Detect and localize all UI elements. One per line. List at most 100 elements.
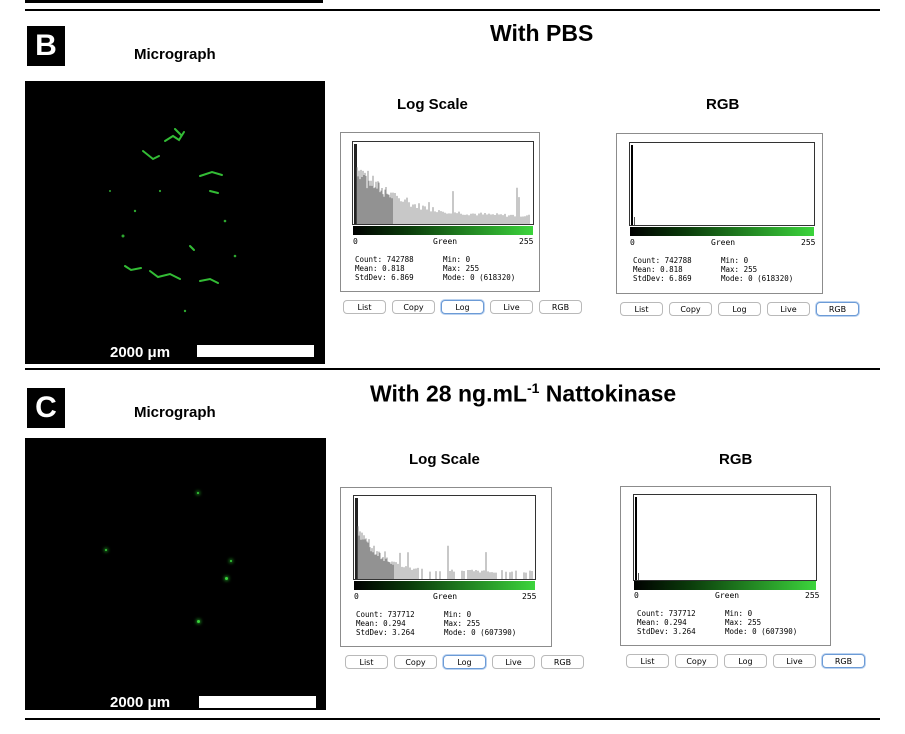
stat-count: Count: 742788 (355, 255, 414, 264)
panel-b-letter: B (27, 26, 65, 66)
panel-c-rgb-axis-name: Green (715, 591, 740, 600)
copy-button[interactable]: Copy (392, 300, 435, 314)
live-button[interactable]: Live (492, 655, 535, 669)
stat-count: Count: 737712 (356, 610, 415, 619)
panel-c-rgb-axis-max: 255 (805, 591, 820, 600)
panel-c-rgb-histogram: 0 Green 255 Count: 737712 Mean: 0.294 St… (620, 486, 831, 646)
panel-c-log-histogram: 0 Green 255 Count: 737712 Mean: 0.294 St… (340, 487, 552, 647)
fluorescent-spot (197, 492, 199, 494)
rgb-button[interactable]: RGB (539, 300, 582, 314)
panel-b-log-label: Log Scale (397, 96, 468, 113)
fluorescent-spot (197, 620, 200, 623)
rgb-button[interactable]: RGB (822, 654, 865, 668)
stat-mode: Mode: 0 (607390) (444, 628, 517, 637)
copy-button[interactable]: Copy (675, 654, 718, 668)
fluorescent-spot (225, 577, 228, 580)
panel-b-title: With PBS (490, 20, 594, 46)
stat-count: Count: 742788 (633, 256, 692, 265)
stat-min: Min: 0 (443, 255, 471, 264)
panel-b-rgb-button-row: List Copy Log Live RGB (620, 302, 859, 316)
panel-c-log-gradient (354, 581, 535, 590)
panel-b-micrograph-label: Micrograph (134, 46, 216, 63)
panel-c-log-bars (355, 498, 533, 579)
panel-c-log-button-row: List Copy Log Live RGB (345, 655, 584, 669)
stat-stddev: StdDev: 3.264 (356, 628, 415, 637)
panel-b-rgb-axis-name: Green (711, 238, 736, 247)
stat-max: Max: 255 (444, 619, 481, 628)
live-button[interactable]: Live (773, 654, 816, 668)
stat-count: Count: 737712 (637, 609, 696, 618)
log-button[interactable]: Log (718, 302, 761, 316)
log-button[interactable]: Log (441, 300, 484, 314)
stat-stddev: StdDev: 6.869 (633, 274, 692, 283)
panel-c-log-axis-min: 0 (354, 592, 359, 601)
section-divider-middle (25, 368, 880, 370)
fluorescent-spot (105, 549, 107, 551)
copy-button[interactable]: Copy (669, 302, 712, 316)
panel-b-log-button-row: List Copy Log Live RGB (343, 300, 582, 314)
panel-c-log-label: Log Scale (409, 451, 480, 468)
panel-c-rgb-plot (633, 494, 817, 581)
live-button[interactable]: Live (767, 302, 810, 316)
log-button[interactable]: Log (724, 654, 767, 668)
stat-min: Min: 0 (721, 256, 749, 265)
panel-c-title: With 28 ng.mL-1 Nattokinase (370, 380, 676, 408)
panel-b-rgb-bars (631, 145, 635, 225)
stat-min: Min: 0 (725, 609, 753, 618)
panel-c-log-stats-right: Min: 0 Max: 255 Mode: 0 (607390) (444, 610, 516, 637)
panel-c-log-plot (353, 495, 536, 580)
stat-stddev: StdDev: 3.264 (637, 627, 696, 636)
section-divider-bottom (25, 718, 880, 720)
stat-mode: Mode: 0 (607390) (725, 627, 798, 636)
stat-mode: Mode: 0 (618320) (721, 274, 794, 283)
panel-b-log-bars (354, 144, 530, 224)
panel-b-rgb-plot (629, 142, 815, 226)
panel-c-log-axis-max: 255 (522, 592, 537, 601)
panel-b-log-stats-right: Min: 0 Max: 255 Mode: 0 (618320) (443, 255, 515, 282)
panel-c-title-tail: Nattokinase (539, 380, 677, 407)
fluorescent-spot (230, 560, 232, 562)
panel-c-title-superscript: -1 (526, 380, 540, 396)
live-button[interactable]: Live (490, 300, 533, 314)
top-border-bar (25, 0, 323, 3)
list-button[interactable]: List (345, 655, 388, 669)
panel-c-rgb-button-row: List Copy Log Live RGB (626, 654, 865, 668)
stat-mean: Mean: 0.818 (355, 264, 405, 273)
panel-b-rgb-gradient (630, 227, 814, 236)
stat-mean: Mean: 0.294 (637, 618, 687, 627)
panel-c-log-axis-name: Green (433, 592, 458, 601)
panel-c-scale-bar (199, 696, 316, 708)
copy-button[interactable]: Copy (394, 655, 437, 669)
panel-b-log-stats-left: Count: 742788 Mean: 0.818 StdDev: 6.869 (355, 255, 414, 282)
histogram-peak-bar (355, 498, 358, 579)
stat-min: Min: 0 (444, 610, 472, 619)
stat-mode: Mode: 0 (618320) (443, 273, 516, 282)
log-button[interactable]: Log (443, 655, 486, 669)
panel-b-log-gradient (353, 226, 533, 235)
panel-b-log-axis-name: Green (433, 237, 458, 246)
panel-b-rgb-stats-right: Min: 0 Max: 255 Mode: 0 (618320) (721, 256, 793, 283)
panel-c-scale-text: 2000 μm (110, 694, 171, 710)
panel-b-rgb-label: RGB (706, 96, 740, 113)
panel-b-log-histogram: 0 Green 255 Count: 742788 Mean: 0.818 St… (340, 132, 540, 292)
panel-b-scale-text: 2000 μm (110, 344, 171, 361)
panel-b-rgb-histogram: 0 Green 255 Count: 742788 Mean: 0.818 St… (616, 133, 823, 294)
panel-c-rgb-label: RGB (719, 451, 753, 468)
panel-c-letter: C (27, 388, 65, 428)
rgb-button[interactable]: RGB (816, 302, 859, 316)
stat-mean: Mean: 0.818 (633, 265, 683, 274)
panel-b-rgb-axis-max: 255 (801, 238, 816, 247)
panel-c-micrograph: 2000 μm (25, 438, 326, 710)
rgb-button[interactable]: RGB (541, 655, 584, 669)
list-button[interactable]: List (343, 300, 386, 314)
section-divider-top (25, 9, 880, 11)
histogram-peak-bar (354, 144, 357, 224)
list-button[interactable]: List (620, 302, 663, 316)
panel-b-log-axis-min: 0 (353, 237, 358, 246)
stat-mean: Mean: 0.294 (356, 619, 406, 628)
list-button[interactable]: List (626, 654, 669, 668)
panel-c-log-stats-left: Count: 737712 Mean: 0.294 StdDev: 3.264 (356, 610, 415, 637)
panel-c-rgb-stats-left: Count: 737712 Mean: 0.294 StdDev: 3.264 (637, 609, 696, 636)
panel-c-rgb-gradient (634, 581, 816, 590)
stat-max: Max: 255 (725, 618, 762, 627)
